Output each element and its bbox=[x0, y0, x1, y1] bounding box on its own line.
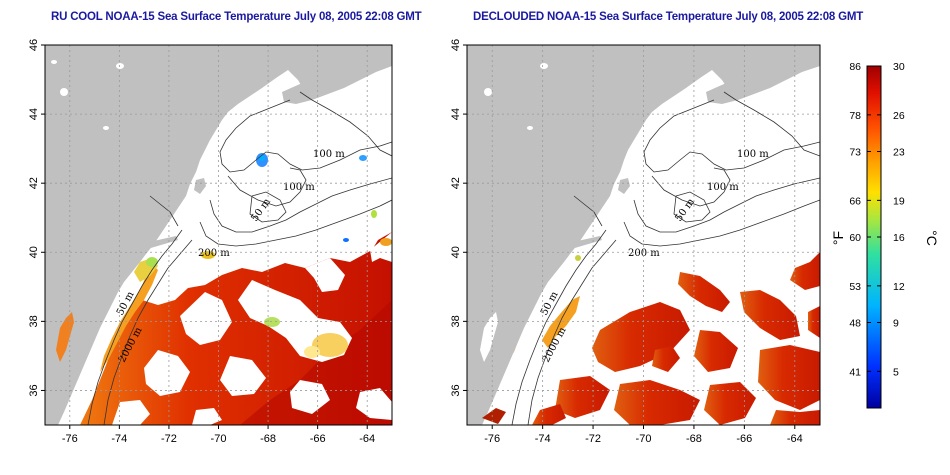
map-panel-left: 100 m 100 m 50 m 200 m 50 m 2000 m bbox=[28, 39, 393, 445]
lon-tick-label: -66 bbox=[310, 433, 326, 445]
celsius-tick-label: 9 bbox=[893, 318, 899, 330]
celsius-tick-label: 12 bbox=[893, 281, 905, 293]
lat-tick-label: 42 bbox=[450, 177, 462, 189]
lon-tick-label: -68 bbox=[260, 433, 276, 445]
colorbar-ticks: 86 30 78 26 73 23 66 19 60 16 53 12 48 9 41 5 bbox=[849, 61, 905, 378]
lon-tick-label: -70 bbox=[636, 433, 652, 445]
map-panel-right: 100 m 100 m 50 m 200 m 50 m 2000 m bbox=[450, 39, 821, 445]
bathymetry-contours bbox=[87, 91, 392, 425]
fahrenheit-tick-label: 78 bbox=[849, 110, 861, 122]
lat-tick-label: 38 bbox=[28, 315, 40, 327]
celsius-tick-label: 23 bbox=[893, 147, 905, 159]
bay-sst bbox=[482, 408, 506, 424]
land-cape-cod bbox=[194, 178, 206, 194]
contour-label: 100 m bbox=[737, 149, 769, 160]
fahrenheit-tick-label: 60 bbox=[849, 232, 861, 244]
lat-tick-label: 40 bbox=[450, 246, 462, 258]
lat-tick-label: 36 bbox=[28, 384, 40, 396]
lon-tick-label: -66 bbox=[736, 433, 752, 445]
lat-axis: 36 38 40 42 44 46 bbox=[28, 39, 45, 397]
lat-tick-label: 42 bbox=[28, 177, 40, 189]
sst-anomaly-patches bbox=[146, 153, 392, 358]
celsius-tick-label: 5 bbox=[893, 366, 899, 378]
fahrenheit-tick-label: 66 bbox=[849, 195, 861, 207]
contour-label: 200 m bbox=[628, 248, 660, 259]
lon-tick-label: -74 bbox=[111, 433, 127, 445]
lakes bbox=[51, 60, 124, 130]
bathymetry-contours bbox=[511, 91, 820, 425]
lon-tick-label: -74 bbox=[535, 433, 551, 445]
sst-warm-core bbox=[240, 300, 392, 425]
land-long-island bbox=[140, 236, 178, 250]
sst-field bbox=[532, 252, 820, 425]
celsius-tick-label: 30 bbox=[893, 61, 905, 73]
lon-axis: -76 -74 -72 -70 -68 -66 -64 bbox=[484, 425, 803, 445]
contour-label: 100 m bbox=[707, 182, 739, 193]
sst-coastal-band bbox=[100, 262, 158, 372]
fahrenheit-tick-label: 53 bbox=[849, 281, 861, 293]
fahrenheit-tick-label: 86 bbox=[849, 61, 861, 73]
lat-tick-label: 46 bbox=[28, 39, 40, 51]
lon-tick-label: -70 bbox=[211, 433, 227, 445]
land-cape-cod bbox=[618, 178, 630, 194]
lon-tick-label: -68 bbox=[686, 433, 702, 445]
grid-lines bbox=[467, 45, 820, 425]
lon-tick-label: -64 bbox=[787, 433, 803, 445]
lon-tick-label: -76 bbox=[62, 433, 78, 445]
celsius-tick-label: 19 bbox=[893, 195, 905, 207]
land bbox=[45, 45, 392, 425]
sst-coastal-band bbox=[542, 296, 580, 348]
bay bbox=[56, 312, 74, 362]
lakes bbox=[484, 63, 548, 130]
lat-tick-label: 44 bbox=[450, 108, 462, 120]
lat-tick-label: 36 bbox=[450, 384, 462, 396]
land bbox=[467, 45, 820, 425]
celsius-unit-label: °C bbox=[924, 230, 940, 246]
colorbar: 86 30 78 26 73 23 66 19 60 16 53 12 48 9 41 5 °F °C bbox=[830, 61, 940, 409]
lon-tick-label: -76 bbox=[484, 433, 500, 445]
lat-axis: 36 38 40 42 44 46 bbox=[450, 39, 467, 397]
land-long-island bbox=[564, 236, 602, 250]
panel-title-left: RU COOL NOAA-15 Sea Surface Temperature … bbox=[51, 11, 422, 23]
celsius-tick-label: 26 bbox=[893, 110, 905, 122]
contour-label: 200 m bbox=[198, 248, 230, 259]
fahrenheit-tick-label: 48 bbox=[849, 318, 861, 330]
celsius-tick-label: 16 bbox=[893, 232, 905, 244]
panel-title-right: DECLOUDED NOAA-15 Sea Surface Temperatur… bbox=[473, 11, 864, 23]
lat-tick-label: 46 bbox=[450, 39, 462, 51]
fahrenheit-tick-label: 73 bbox=[849, 147, 861, 159]
contour-label: 100 m bbox=[283, 182, 315, 193]
fahrenheit-unit-label: °F bbox=[830, 231, 846, 245]
fahrenheit-tick-label: 41 bbox=[849, 366, 861, 378]
lat-tick-label: 44 bbox=[28, 108, 40, 120]
land-nova-scotia bbox=[282, 48, 392, 104]
lon-tick-label: -72 bbox=[161, 433, 177, 445]
contour-label: 100 m bbox=[313, 149, 345, 160]
lon-axis: -76 -74 -72 -70 -68 -66 -64 bbox=[62, 425, 375, 445]
sst-anomaly-patches bbox=[575, 255, 581, 261]
lat-tick-label: 38 bbox=[450, 315, 462, 327]
lon-tick-label: -64 bbox=[359, 433, 375, 445]
bay bbox=[480, 312, 498, 362]
land-nova-scotia bbox=[706, 48, 820, 104]
grid-lines bbox=[45, 45, 392, 425]
lon-tick-label: -72 bbox=[585, 433, 601, 445]
lat-tick-label: 40 bbox=[28, 246, 40, 258]
